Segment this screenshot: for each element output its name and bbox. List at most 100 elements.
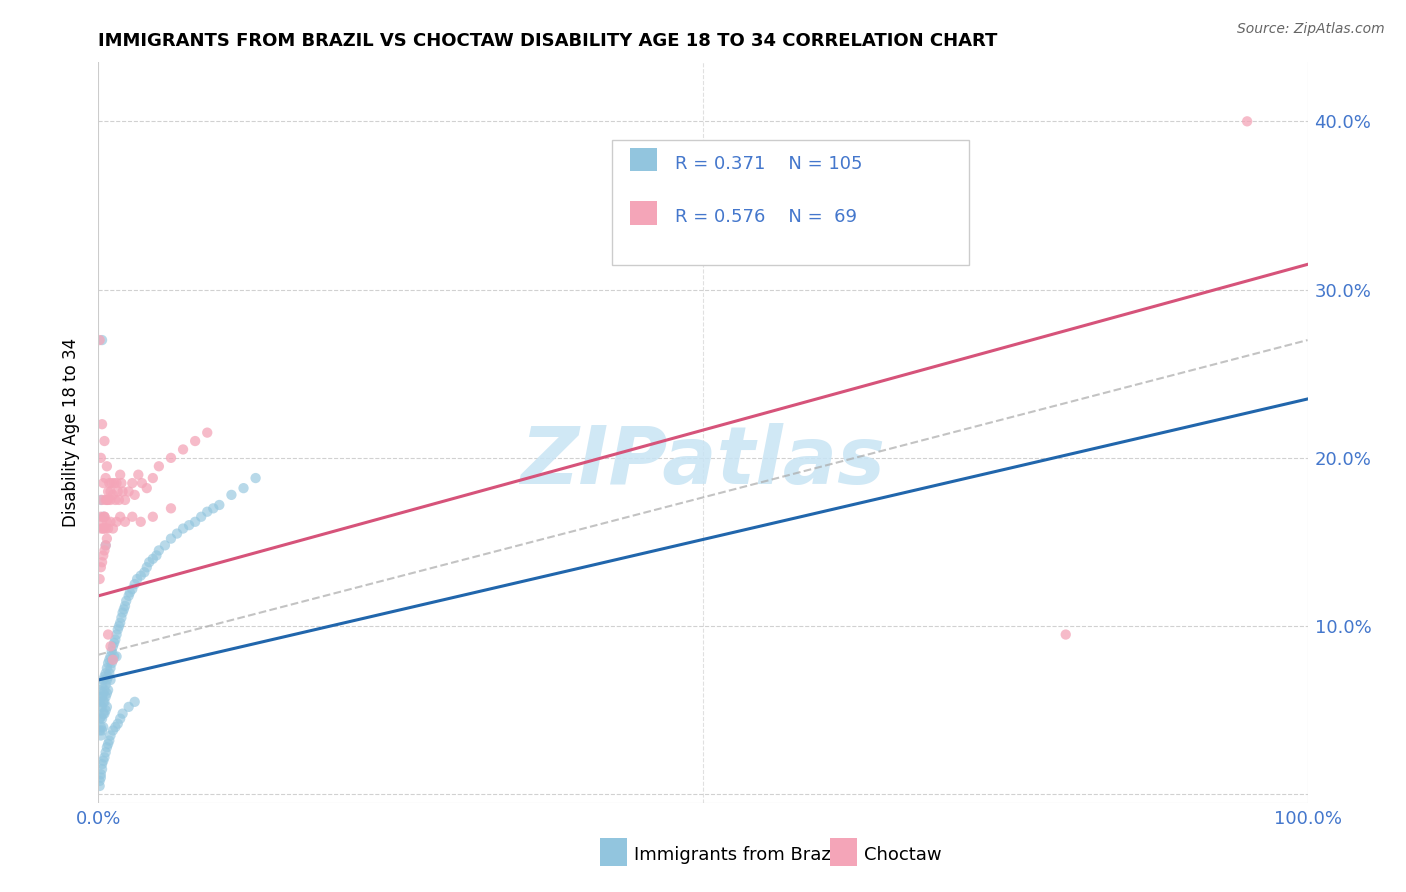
Point (91, 754, 114, 768)
Point (91, 555, 114, 569)
Point (118, 585, 141, 599)
Point (1054, 627, 1077, 641)
Point (108, 712, 131, 726)
Point (96, 699, 118, 714)
Point (93, 683, 115, 698)
Point (114, 599, 136, 613)
Point (114, 492, 136, 507)
Point (96, 686, 118, 700)
Point (107, 623, 129, 637)
Point (97, 484, 120, 499)
Point (91, 492, 114, 507)
Point (124, 488, 146, 502)
Point (90, 710, 112, 724)
Point (100, 673, 122, 687)
Point (94, 703, 117, 717)
Point (121, 476, 143, 491)
Point (94, 666, 117, 681)
Point (94, 522, 117, 536)
Point (108, 615, 131, 630)
Point (134, 566, 156, 580)
Point (91, 673, 114, 687)
Point (100, 484, 122, 499)
Point (91, 706, 114, 721)
Point (148, 543, 170, 558)
Point (91, 723, 114, 738)
Y-axis label: Disability Age 18 to 34: Disability Age 18 to 34 (62, 338, 80, 527)
Point (93, 670, 115, 684)
Point (97, 522, 120, 536)
Bar (630, 147, 657, 171)
Point (100, 649, 122, 664)
Point (94, 492, 117, 507)
Point (104, 492, 127, 507)
Point (166, 526, 188, 541)
Point (94, 745, 117, 759)
Point (172, 522, 194, 536)
Point (94, 538, 117, 552)
Text: Source: ZipAtlas.com: Source: ZipAtlas.com (1237, 22, 1385, 37)
Point (1236, 114, 1258, 128)
Point (101, 640, 124, 654)
Point (91, 695, 114, 709)
Point (104, 632, 127, 647)
Point (91, 712, 114, 726)
Point (107, 716, 129, 731)
Point (131, 476, 153, 491)
Point (100, 661, 122, 675)
Point (89, 773, 111, 788)
FancyBboxPatch shape (613, 140, 969, 265)
Point (91, 522, 114, 536)
Point (93, 706, 115, 721)
Point (103, 476, 125, 491)
Point (97, 670, 120, 684)
Point (97, 627, 120, 641)
Text: IMMIGRANTS FROM BRAZIL VS CHOCTAW DISABILITY AGE 18 TO 34 CORRELATION CHART: IMMIGRANTS FROM BRAZIL VS CHOCTAW DISABI… (98, 32, 998, 50)
Point (232, 481, 254, 495)
Point (127, 572, 149, 586)
Point (103, 649, 125, 664)
Point (97, 683, 120, 698)
Point (91, 686, 114, 700)
Point (101, 723, 124, 738)
Point (91, 417, 114, 432)
Point (100, 515, 122, 529)
Point (118, 699, 141, 714)
Point (98, 653, 121, 667)
Point (135, 560, 157, 574)
Point (114, 515, 136, 529)
Point (160, 501, 183, 516)
Point (96, 532, 118, 546)
Point (101, 522, 124, 536)
Point (142, 509, 165, 524)
Point (100, 476, 122, 491)
Point (112, 602, 135, 616)
Point (101, 488, 124, 502)
Text: R = 0.371    N = 105: R = 0.371 N = 105 (675, 155, 863, 173)
Point (111, 706, 134, 721)
Point (110, 476, 132, 491)
Point (184, 515, 207, 529)
Point (93, 543, 115, 558)
Point (129, 515, 152, 529)
Point (108, 509, 131, 524)
Point (179, 518, 201, 533)
Point (98, 666, 121, 681)
Point (121, 509, 143, 524)
Point (105, 627, 128, 641)
Point (96, 492, 118, 507)
Point (142, 471, 165, 485)
Point (111, 484, 134, 499)
Point (190, 509, 212, 524)
Bar (630, 201, 657, 225)
Point (115, 594, 138, 608)
Point (100, 644, 122, 658)
Point (89, 723, 111, 738)
Point (93, 750, 115, 764)
Point (98, 476, 121, 491)
Point (111, 606, 134, 620)
Point (127, 467, 149, 482)
Point (100, 656, 122, 670)
Point (90, 450, 112, 465)
Point (108, 467, 131, 482)
